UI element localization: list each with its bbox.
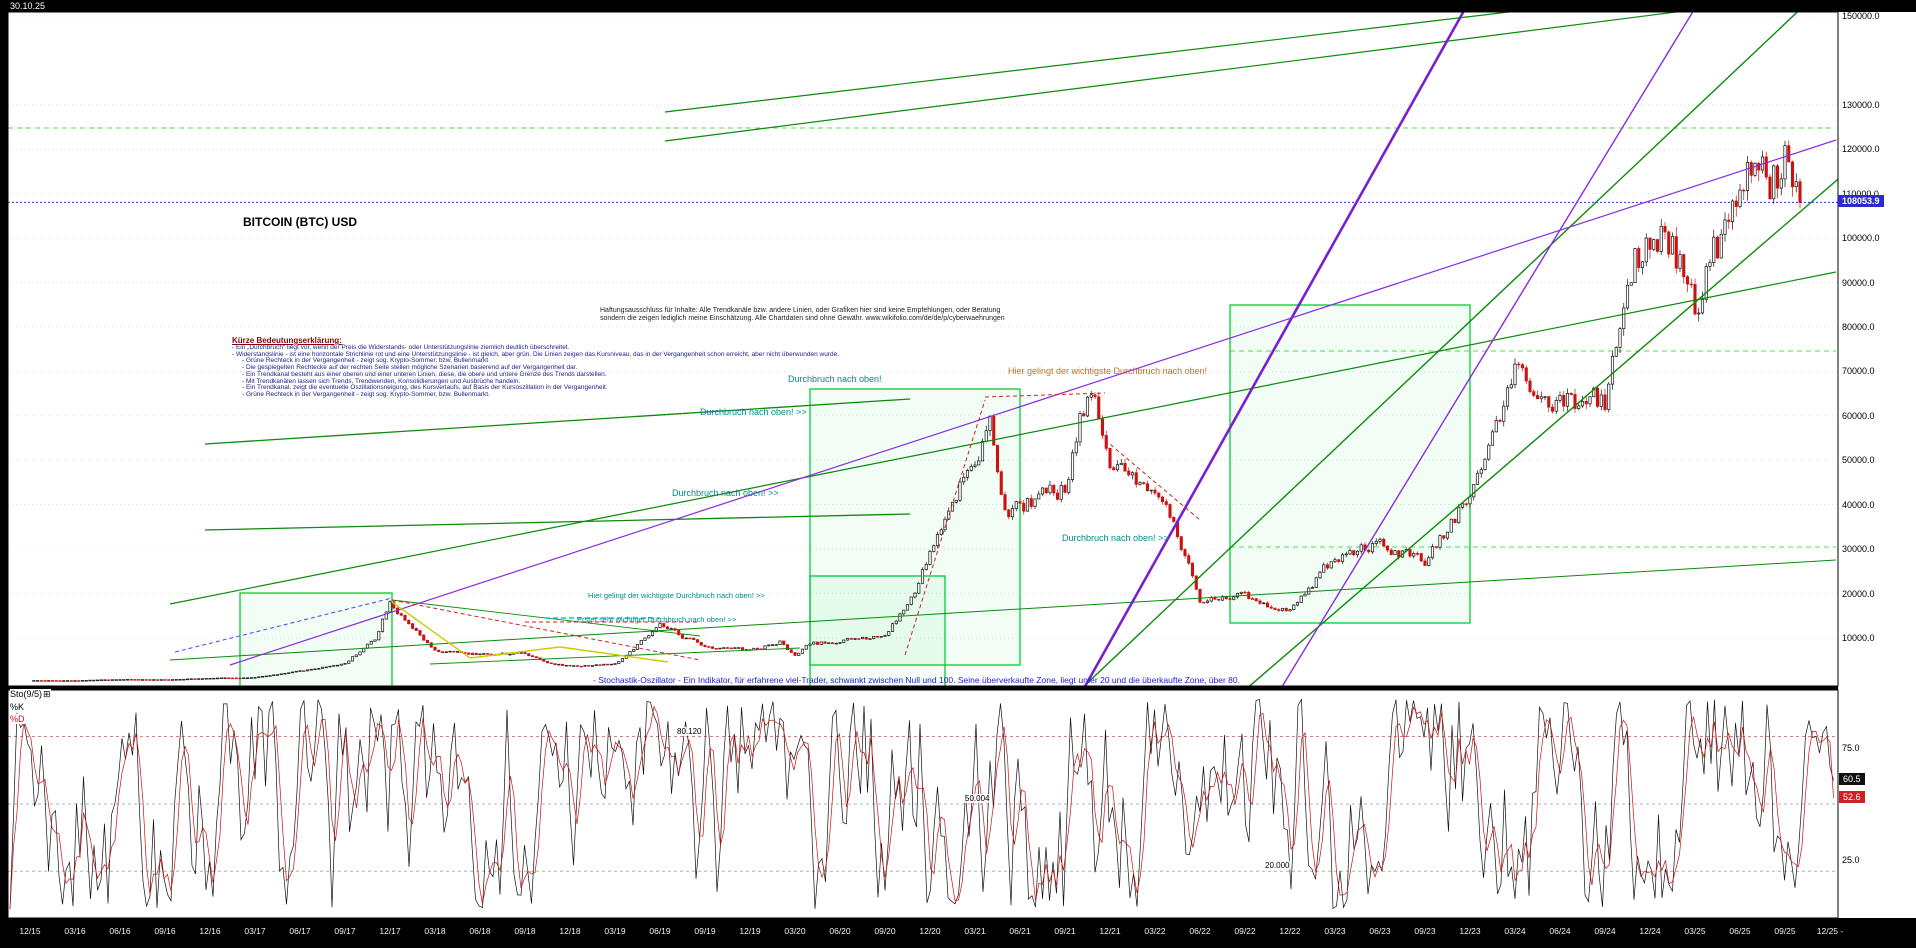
time-axis-label: 06/22 (1189, 926, 1211, 936)
time-axis-label: 03/17 (244, 926, 266, 936)
time-axis-label: 06/19 (649, 926, 671, 936)
time-axis-label: 06/21 (1009, 926, 1031, 936)
chart-date-label: 30.10.25 (10, 1, 46, 11)
time-axis-label: 12/22 (1279, 926, 1301, 936)
price-axis-label: 60000.0 (1842, 410, 1875, 421)
disclaimer-line-1: Haftungsausschluss für Inhalte: Alle Tre… (600, 307, 1001, 314)
top-bar: 30.10.25 (0, 0, 1916, 12)
time-axis-label: 06/24 (1549, 926, 1571, 936)
time-axis-label: 12/24 (1639, 926, 1661, 936)
time-axis-label: 09/23 (1414, 926, 1436, 936)
time-axis-label: 12/20 (919, 926, 941, 936)
oscillator-level-label: 50.004 (964, 794, 991, 803)
time-axis-label: 09/22 (1234, 926, 1256, 936)
time-axis-label: 09/24 (1594, 926, 1616, 936)
time-axis-label: 03/24 (1504, 926, 1526, 936)
price-axis-label: 40000.0 (1842, 499, 1875, 510)
time-axis-label: 09/19 (694, 926, 716, 936)
price-axis-label: 100000.0 (1842, 233, 1880, 244)
price-axis-label: 10000.0 (1842, 632, 1875, 643)
oscillator-description: - Stochastik-Oszillator - Ein Indikator,… (593, 675, 1240, 685)
time-axis-label: 12/16 (199, 926, 221, 936)
oscillator-level-label: 80.120 (676, 726, 703, 736)
time-axis-label: 12/19 (739, 926, 761, 936)
chart-annotation: Durchbruch nach oben! >> (672, 488, 779, 498)
time-axis-label: 03/16 (64, 926, 86, 936)
price-axis-label: 50000.0 (1842, 455, 1875, 466)
chart-annotation: Hier gelingt der wichtigste Durchbruch n… (588, 591, 765, 600)
time-axis-label: 12/25 - (1816, 926, 1844, 936)
plus-box-icon[interactable]: ⊞ (43, 689, 51, 699)
last-price-badge: 108053.9 (1838, 195, 1884, 208)
disclaimer-text: Haftungsausschluss für Inhalte: Alle Tre… (600, 307, 1005, 323)
chart-annotation: Hier gelingt der wichtigste Durchbruch n… (1008, 366, 1208, 376)
chart-annotation: Durchbruch nach oben! >> (700, 407, 807, 417)
time-axis-label: 06/16 (109, 926, 131, 936)
time-axis-label: 03/23 (1324, 926, 1346, 936)
time-axis-label: 09/20 (874, 926, 896, 936)
price-axis-label: 150000.0 (1842, 11, 1880, 21)
time-axis-label: 06/17 (289, 926, 311, 936)
time-axis-label: 12/15 (19, 926, 41, 936)
time-axis-label: 12/21 (1099, 926, 1121, 936)
oscillator-level-label: 20.000 (1264, 861, 1291, 871)
time-axis-label: 09/17 (334, 926, 356, 936)
chart-annotation: Durchbruch nach oben! >> (1062, 533, 1169, 543)
price-axis-label: 20000.0 (1842, 588, 1875, 599)
time-axis-label: 03/25 (1684, 926, 1706, 936)
time-axis-label: 06/20 (829, 926, 851, 936)
time-axis-label: 09/25 (1774, 926, 1796, 936)
price-axis-label: 110000.0 (1842, 188, 1879, 199)
time-axis-label: 12/18 (559, 926, 581, 936)
oscillator-header: Sto(9/5)⊞ (10, 689, 51, 700)
chart-annotation: Erster sehr wichtiger Durchbruch nach ob… (577, 615, 737, 624)
time-axis-label: 03/21 (964, 926, 986, 936)
time-axis-label: 09/18 (514, 926, 536, 936)
time-axis-label: 03/22 (1144, 926, 1166, 936)
time-axis-label: 09/21 (1054, 926, 1076, 936)
price-axis-label: 80000.0 (1842, 321, 1875, 332)
time-axis-labels[interactable]: 12/15 03/16 06/16 09/16 12/16 03/17 06/17 09/17… (0, 920, 1916, 948)
stochastic-k-label: %K (10, 702, 25, 712)
price-axis[interactable] (1838, 12, 1916, 918)
legend-line: - Grüne Rechteck in der Vergangenheit - … (242, 390, 490, 398)
chart-title: BITCOIN (BTC) USD (243, 215, 357, 229)
price-axis-label: 70000.0 (1842, 366, 1875, 377)
stochastic-d-badge: 52.6 (1839, 791, 1865, 804)
oscillator-name: Sto(9/5) (10, 689, 43, 699)
oscillator-scale-label: 25.0 (1842, 855, 1860, 865)
time-axis-label: 12/23 (1459, 926, 1481, 936)
time-axis-label: 03/19 (604, 926, 626, 936)
legend-lines: - Ein „Durchbruch“ liegt vor, wenn der P… (232, 344, 839, 399)
price-axis-label: 90000.0 (1842, 277, 1875, 288)
price-axis-label: 120000.0 (1842, 144, 1880, 155)
price-axis-label: 30000.0 (1842, 544, 1875, 555)
price-axis-label: 130000.0 (1842, 99, 1880, 110)
time-axis-label: 09/16 (154, 926, 176, 936)
chart-annotation: Durchbruch nach oben! (788, 374, 882, 384)
time-axis-label: 06/25 (1729, 926, 1751, 936)
time-axis-label: 06/23 (1369, 926, 1391, 936)
time-axis-label: 06/18 (469, 926, 491, 936)
stochastic-k-badge: 60.5 (1839, 773, 1865, 786)
time-axis-label: 12/17 (379, 926, 401, 936)
disclaimer-line-2: sondern die zeigen lediglich meine Einsc… (600, 315, 1005, 322)
stochastic-d-label: %D (10, 714, 25, 724)
time-axis-label: 03/20 (784, 926, 806, 936)
oscillator-pane[interactable] (8, 690, 1838, 918)
legend-block: Kürze Bedeutungserklärung: - Ein „Durchb… (232, 336, 839, 399)
oscillator-scale-label: 75.0 (1842, 743, 1860, 753)
time-axis-label: 03/18 (424, 926, 446, 936)
